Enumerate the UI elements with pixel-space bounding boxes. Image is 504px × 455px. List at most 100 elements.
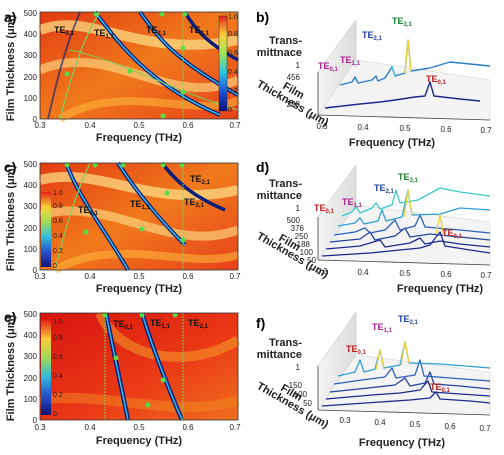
tick-label: 0.6 xyxy=(182,423,194,432)
panel-a-ylabel: Film Thickness (μm) xyxy=(5,14,17,121)
cb-tick: 0 xyxy=(228,107,232,114)
tick-label: 500 xyxy=(24,9,38,18)
tick-label: 0.5 xyxy=(409,420,421,429)
panel-e-yticks: 0 100 200 300 400 500 xyxy=(24,310,38,425)
panel-label-b: b) xyxy=(256,9,269,25)
tick-label: 100 xyxy=(294,390,308,399)
mode-label: TE3,1 xyxy=(189,25,210,37)
panel-b-xlabel: Frequency (THz) xyxy=(349,137,436,149)
tick-label: 50 xyxy=(307,256,316,265)
tick-label: 0.7 xyxy=(229,121,241,130)
panel-c-xlabel: Frequency (THz) xyxy=(96,283,183,295)
mode-label: TE3,1 xyxy=(392,16,413,28)
panel-e-xticks: 0.3 0.4 0.5 0.6 0.7 xyxy=(34,423,241,432)
panel-e-xlabel: Frequency (THz) xyxy=(96,435,183,447)
mode-label: TE3,1 xyxy=(398,172,419,184)
panel-e-colorbar-ticks: 0 0.2 0.4 0.6 0.8 1.0 xyxy=(53,319,63,418)
panel-d-traces xyxy=(321,187,491,257)
panel-f-mode-labels: TE0,1 TE1,1 TE2,1 TE0,1 xyxy=(346,314,451,394)
panel-b-mode-labels: TE0,1 TE1,1 TE2,1 TE3,1 TE0,1 xyxy=(318,16,447,86)
mode-label: TE0,1 xyxy=(113,319,134,331)
tick-label: 300 xyxy=(24,202,38,211)
mode-label: TE2,1 xyxy=(362,30,383,42)
tick-label: 200 xyxy=(24,224,38,233)
tick-label: 0.4 xyxy=(84,423,96,432)
tick-label: 0.5 xyxy=(399,124,411,133)
panel-c-map xyxy=(38,161,240,274)
mode-label: TE2,1 xyxy=(374,183,395,195)
cb-tick: 1.0 xyxy=(228,14,238,21)
axis-label: Trans- xyxy=(269,178,302,190)
tick-label: 0 xyxy=(53,263,57,270)
panel-a-colorbar: 0 0.2 0.4 0.6 0.8 1.0 xyxy=(218,14,238,114)
tick-label: 0 xyxy=(33,115,38,124)
cb-tick: 0.2 xyxy=(228,88,238,95)
panel-f-xlabel: Frequency (THz) xyxy=(359,437,446,449)
panel-label-e: e) xyxy=(4,309,16,325)
tick-label: 300 xyxy=(24,352,38,361)
mode-label: TE0,1 xyxy=(426,74,447,86)
tick-label: 0.7 xyxy=(229,423,241,432)
tick-label: 250 xyxy=(295,232,309,241)
panel-b-xticks: 0.3 0.4 0.5 0.6 0.7 xyxy=(316,122,492,135)
tick-label: 0.6 xyxy=(182,272,194,281)
panel-c: c) 0 0.2 0.4 xyxy=(4,159,241,295)
panel-b-box xyxy=(317,19,491,121)
tick-label: 500 xyxy=(287,216,301,225)
tick-label: 0.6 xyxy=(440,270,452,279)
tick-label: 300 xyxy=(24,51,38,60)
tick-label: 0.4 xyxy=(357,268,369,277)
panel-a-mode-labels: TE0,1 TE1,1 TE2,1 TE3,1 xyxy=(54,25,210,40)
mode-label: TE1,1 xyxy=(342,197,363,209)
tick-label: 0.7 xyxy=(479,424,491,433)
cb-tick: 0.8 xyxy=(228,31,238,38)
panel-c-colorbar-ticks: 0 0.2 0.4 0.6 0.8 1.0 xyxy=(53,190,63,270)
panel-f: f) Trans- mittance 1 150 100 50 Film Thi xyxy=(255,311,491,449)
tick-label: 0.5 xyxy=(133,272,145,281)
tick-label: 1.0 xyxy=(53,190,63,197)
panel-e-ylabel: Film Thickness (μm) xyxy=(5,314,17,421)
tick-label: 0.3 xyxy=(316,267,328,276)
mode-label: TE2,1 xyxy=(398,314,419,326)
panel-label-d: d) xyxy=(256,159,269,175)
tick-label: 0.6 xyxy=(182,121,194,130)
panel-a: a) 0 0.2 xyxy=(4,9,241,144)
tick-label: 1 xyxy=(296,61,301,70)
mode-label: TE0,1 xyxy=(430,382,451,394)
tick-label: 0.7 xyxy=(480,271,492,280)
tick-label: 0.2 xyxy=(53,392,63,399)
panel-f-zaxis: Trans- mittance 1 xyxy=(257,337,303,372)
panel-f-xticks: 0.3 0.4 0.5 0.6 0.7 xyxy=(339,416,491,433)
mode-label: TE0,1 xyxy=(442,228,463,240)
tick-label: 0.4 xyxy=(357,123,369,132)
tick-label: 0.4 xyxy=(53,373,63,380)
cb-tick: 0.4 xyxy=(228,69,238,76)
mode-label: TE0,1 xyxy=(346,344,367,356)
tick-label: 200 xyxy=(24,374,38,383)
mode-label: TE2,1 xyxy=(146,25,167,37)
tick-label: 0.6 xyxy=(53,354,63,361)
axis-label: mittnace xyxy=(257,47,302,59)
panel-e: e) 0 0.2 0.4 0.6 0.8 1.0 xyxy=(4,309,241,447)
tick-label: 0.5 xyxy=(133,121,145,130)
mode-label: TE1,1 xyxy=(130,199,151,211)
mode-label: TE1,1 xyxy=(340,55,361,67)
axis-label: mittance xyxy=(257,190,302,202)
tick-label: 0.4 xyxy=(374,418,386,427)
panel-a-map xyxy=(38,10,240,123)
tick-label: 50 xyxy=(303,399,312,408)
tick-label: 0 xyxy=(33,266,38,275)
tick-label: 1 xyxy=(296,363,301,372)
axis-label: Trans- xyxy=(269,35,302,47)
tick-label: 376 xyxy=(291,224,305,233)
panel-a-xlabel: Frequency (THz) xyxy=(96,132,183,144)
panel-b: b) Trans- mittnace 1 456 228 Film Thickn… xyxy=(255,9,493,149)
tick-label: 0.7 xyxy=(229,272,241,281)
panel-a-xticks: 0.3 0.4 0.5 0.6 0.7 xyxy=(34,121,241,130)
mode-label: TE2,1 xyxy=(188,318,209,330)
tick-label: 1 xyxy=(296,204,301,213)
panel-e-map xyxy=(39,310,241,421)
tick-label: 0.8 xyxy=(53,203,63,210)
tick-label: 0.3 xyxy=(34,272,46,281)
